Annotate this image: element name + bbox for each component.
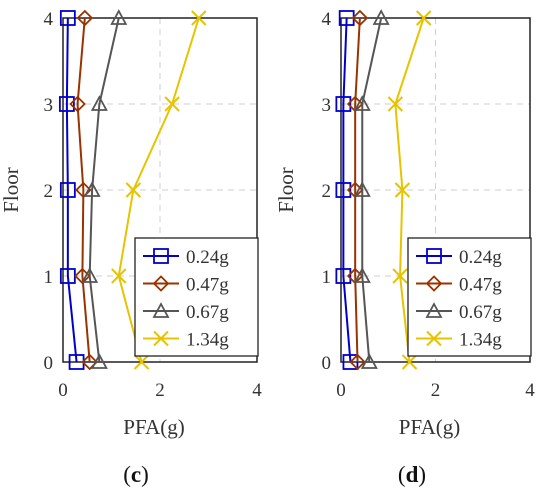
plot-frame xyxy=(340,17,531,363)
legend-marker-1.34g xyxy=(426,330,442,347)
data-point-1.34g xyxy=(125,182,142,198)
data-point-0.67g xyxy=(90,353,108,369)
legend-marker-1.34g xyxy=(153,330,169,347)
data-point-1.34g xyxy=(394,182,411,198)
data-point-1.34g xyxy=(392,268,408,284)
legend-marker-0.24g xyxy=(153,248,169,264)
data-point-0.67g xyxy=(360,353,378,369)
data-point-0.24g xyxy=(58,96,75,112)
y-tick-label: 1 xyxy=(322,267,332,288)
y-tick-label: 2 xyxy=(322,181,332,202)
data-point-0.47g xyxy=(351,9,369,27)
panel-label: (c) xyxy=(123,462,149,487)
y-tick-label: 4 xyxy=(44,9,54,30)
x-tick-label: 2 xyxy=(431,380,441,401)
data-point-0.47g xyxy=(349,353,366,371)
y-tick-label: 2 xyxy=(44,181,54,202)
legend-label: 0.67g xyxy=(186,302,229,323)
legend: 0.24g 0.47g 0.67g 1.34g xyxy=(407,237,532,357)
series-line-0.67g xyxy=(361,17,383,363)
x-tick-label: 0 xyxy=(336,380,346,401)
x-axis-label: PFA(g) xyxy=(123,415,184,439)
x-tick-label: 0 xyxy=(58,380,68,401)
data-point-0.47g xyxy=(75,181,92,199)
data-point-0.24g xyxy=(335,182,352,198)
y-axis-label: Floor xyxy=(0,167,23,213)
legend-marker-0.24g xyxy=(426,248,442,264)
data-point-1.34g xyxy=(415,10,432,26)
data-point-0.24g xyxy=(59,10,76,26)
data-point-1.34g xyxy=(387,96,404,112)
panel-c: 0 1 2 3 4 0 2 4 PFA(g) Floor 0.24g 0.47g 0.67g 1.34g (… xyxy=(0,9,262,487)
data-point-0.67g xyxy=(83,181,101,197)
legend-box xyxy=(134,237,259,357)
legend-box xyxy=(407,237,532,357)
legend: 0.24g 0.47g 0.67g 1.34g xyxy=(134,237,259,357)
x-tick-label: 4 xyxy=(525,380,535,401)
data-point-1.34g xyxy=(164,96,180,112)
data-point-0.47g xyxy=(69,95,86,113)
legend-label: 0.47g xyxy=(186,275,229,296)
data-point-0.24g xyxy=(335,268,352,284)
series-line-0.24g xyxy=(342,17,352,363)
data-point-0.67g xyxy=(90,95,108,111)
data-point-1.34g xyxy=(401,354,418,370)
series-line-0.67g xyxy=(88,17,120,363)
plot-frame xyxy=(62,17,258,363)
data-point-1.34g xyxy=(111,268,127,284)
x-axis-label: PFA(g) xyxy=(399,415,460,439)
data-point-0.67g xyxy=(110,9,128,25)
data-point-1.34g xyxy=(191,10,207,26)
panel-d: 0 1 2 3 4 0 2 4 PFA(g) Floor 0.24g 0.47g 0.67g 1.34g (… xyxy=(274,9,535,487)
y-tick-label: 0 xyxy=(322,353,332,374)
y-tick-label: 3 xyxy=(44,95,54,116)
legend-label: 0.47g xyxy=(459,275,502,296)
legend-marker-0.47g xyxy=(425,275,443,292)
legend-label: 0.24g xyxy=(186,247,229,268)
data-point-1.34g xyxy=(133,354,150,370)
legend-marker-0.67g xyxy=(425,302,443,318)
data-point-0.67g xyxy=(353,181,371,197)
data-point-0.67g xyxy=(81,267,99,283)
legend-label: 1.34g xyxy=(459,330,502,351)
y-tick-label: 3 xyxy=(322,95,332,116)
legend-label: 0.24g xyxy=(459,247,502,268)
y-tick-label: 1 xyxy=(44,267,54,288)
data-point-0.67g xyxy=(353,95,371,111)
series-line-0.47g xyxy=(76,17,91,363)
y-tick-label: 0 xyxy=(44,353,54,374)
data-point-0.67g xyxy=(353,267,371,283)
data-point-0.47g xyxy=(81,353,98,371)
y-axis-label: Floor xyxy=(274,167,298,213)
data-point-0.67g xyxy=(372,9,390,25)
legend-label: 0.67g xyxy=(459,302,502,323)
data-point-0.24g xyxy=(335,96,352,112)
series-line-0.47g xyxy=(354,17,361,363)
x-tick-label: 4 xyxy=(252,380,262,401)
data-point-0.47g xyxy=(76,9,94,27)
data-point-0.24g xyxy=(59,182,76,198)
series-line-0.24g xyxy=(65,17,78,363)
legend-marker-0.47g xyxy=(152,275,170,292)
panel-label: (d) xyxy=(398,462,426,487)
y-tick-label: 4 xyxy=(322,9,332,30)
legend-label: 1.34g xyxy=(186,330,229,351)
legend-marker-0.67g xyxy=(152,302,170,318)
x-tick-label: 2 xyxy=(155,380,165,401)
